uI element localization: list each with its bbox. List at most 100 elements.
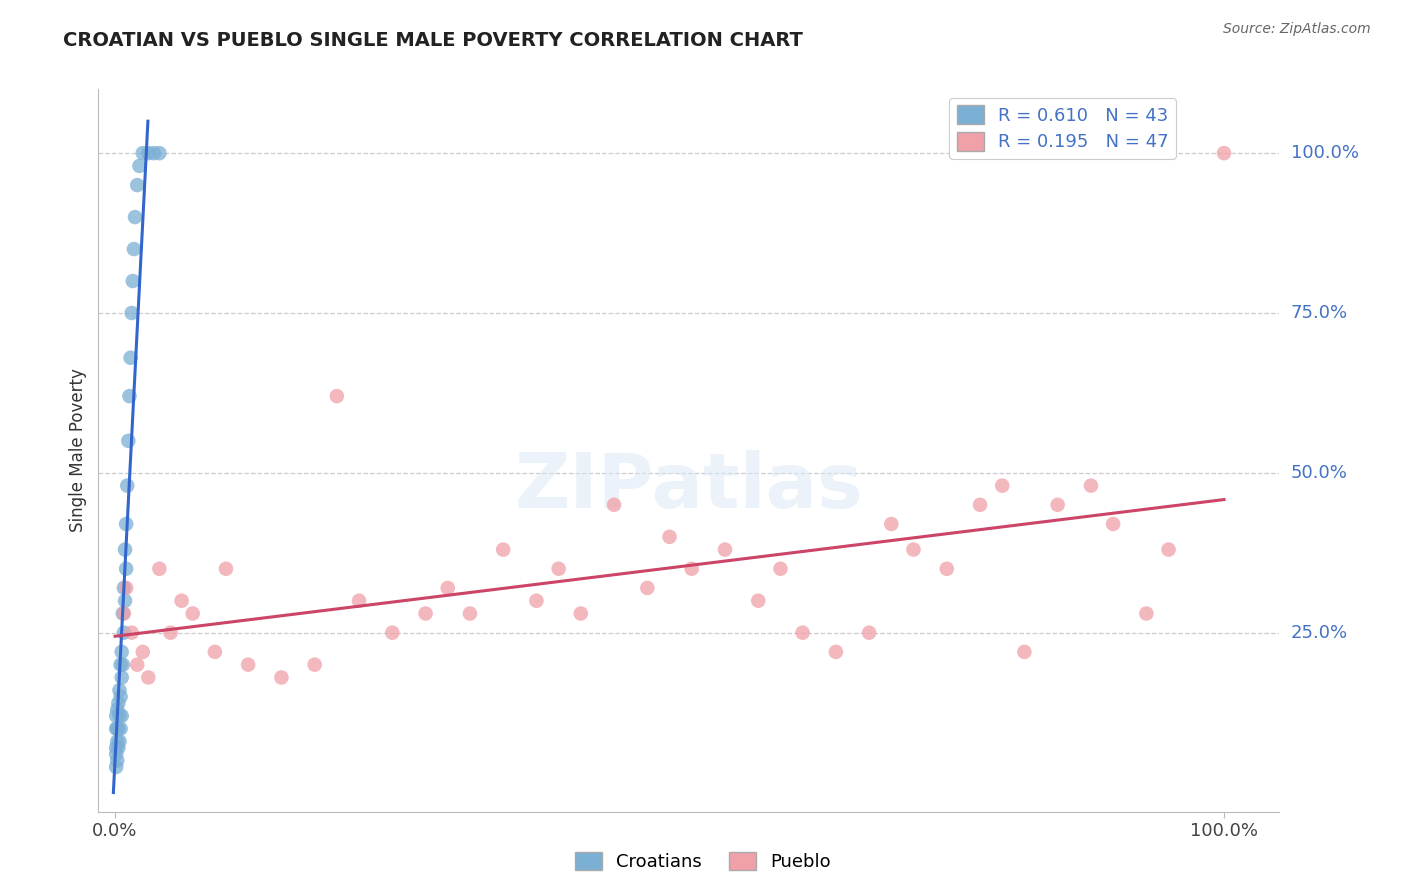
Point: [115, 562, 138, 576]
Point: [114, 542, 136, 557]
Point: [111, 645, 134, 659]
Point: [658, 530, 681, 544]
Text: 50.0%: 50.0%: [1291, 464, 1347, 482]
Point: [132, 146, 155, 161]
Point: [769, 562, 792, 576]
Point: [127, 178, 149, 193]
Point: [159, 625, 181, 640]
Point: [792, 625, 814, 640]
Point: [105, 760, 128, 774]
Point: [111, 708, 134, 723]
Point: [115, 581, 138, 595]
Point: [215, 562, 238, 576]
Point: [124, 210, 146, 224]
Point: [105, 747, 128, 761]
Point: [128, 159, 150, 173]
Point: [569, 607, 592, 621]
Point: [181, 607, 204, 621]
Point: [935, 562, 957, 576]
Y-axis label: Single Male Poverty: Single Male Poverty: [69, 368, 87, 533]
Point: [105, 722, 128, 736]
Point: [326, 389, 349, 403]
Text: 75.0%: 75.0%: [1291, 304, 1348, 322]
Point: [969, 498, 991, 512]
Point: [880, 516, 903, 531]
Point: [142, 146, 165, 161]
Point: [1102, 516, 1125, 531]
Point: [170, 593, 193, 607]
Point: [121, 274, 143, 288]
Point: [825, 645, 848, 659]
Point: [110, 722, 132, 736]
Point: [118, 389, 141, 403]
Point: [636, 581, 658, 595]
Point: [107, 722, 129, 736]
Point: [547, 562, 569, 576]
Point: [105, 708, 128, 723]
Point: [304, 657, 326, 672]
Point: [105, 734, 128, 748]
Point: [1014, 645, 1036, 659]
Text: 100.0%: 100.0%: [1291, 145, 1358, 162]
Point: [1046, 498, 1069, 512]
Point: [132, 645, 155, 659]
Point: [110, 690, 132, 704]
Point: [121, 306, 143, 320]
Text: CROATIAN VS PUEBLO SINGLE MALE POVERTY CORRELATION CHART: CROATIAN VS PUEBLO SINGLE MALE POVERTY C…: [63, 31, 803, 50]
Text: ZIPatlas: ZIPatlas: [515, 450, 863, 524]
Point: [136, 146, 159, 161]
Point: [436, 581, 458, 595]
Point: [204, 645, 226, 659]
Point: [117, 478, 139, 492]
Point: [1080, 478, 1102, 492]
Legend: R = 0.610   N = 43, R = 0.195   N = 47: R = 0.610 N = 43, R = 0.195 N = 47: [949, 98, 1175, 159]
Point: [105, 754, 128, 768]
Point: [121, 625, 143, 640]
Point: [681, 562, 703, 576]
Point: [1213, 146, 1236, 161]
Point: [127, 657, 149, 672]
Point: [714, 542, 737, 557]
Point: [111, 657, 134, 672]
Point: [108, 734, 131, 748]
Point: [747, 593, 769, 607]
Point: [526, 593, 548, 607]
Legend: Croatians, Pueblo: Croatians, Pueblo: [568, 845, 838, 879]
Text: 25.0%: 25.0%: [1291, 624, 1348, 641]
Point: [381, 625, 404, 640]
Point: [107, 740, 129, 755]
Point: [107, 696, 129, 710]
Point: [148, 562, 170, 576]
Point: [1135, 607, 1157, 621]
Point: [903, 542, 925, 557]
Point: [111, 670, 134, 684]
Point: [111, 607, 134, 621]
Point: [1157, 542, 1180, 557]
Point: [105, 740, 128, 755]
Point: [991, 478, 1014, 492]
Point: [603, 498, 626, 512]
Point: [458, 607, 481, 621]
Point: [148, 146, 170, 161]
Point: [120, 351, 142, 365]
Point: [112, 625, 135, 640]
Point: [105, 722, 128, 736]
Point: [114, 593, 136, 607]
Point: [112, 581, 135, 595]
Point: [105, 702, 128, 716]
Point: [136, 670, 159, 684]
Point: [415, 607, 437, 621]
Point: [117, 434, 139, 448]
Point: [858, 625, 880, 640]
Point: [270, 670, 292, 684]
Point: [115, 516, 138, 531]
Point: [108, 683, 131, 698]
Point: [492, 542, 515, 557]
Point: [347, 593, 370, 607]
Point: [108, 708, 131, 723]
Point: [236, 657, 259, 672]
Point: [112, 607, 135, 621]
Point: [122, 242, 145, 256]
Text: Source: ZipAtlas.com: Source: ZipAtlas.com: [1223, 22, 1371, 37]
Point: [110, 657, 132, 672]
